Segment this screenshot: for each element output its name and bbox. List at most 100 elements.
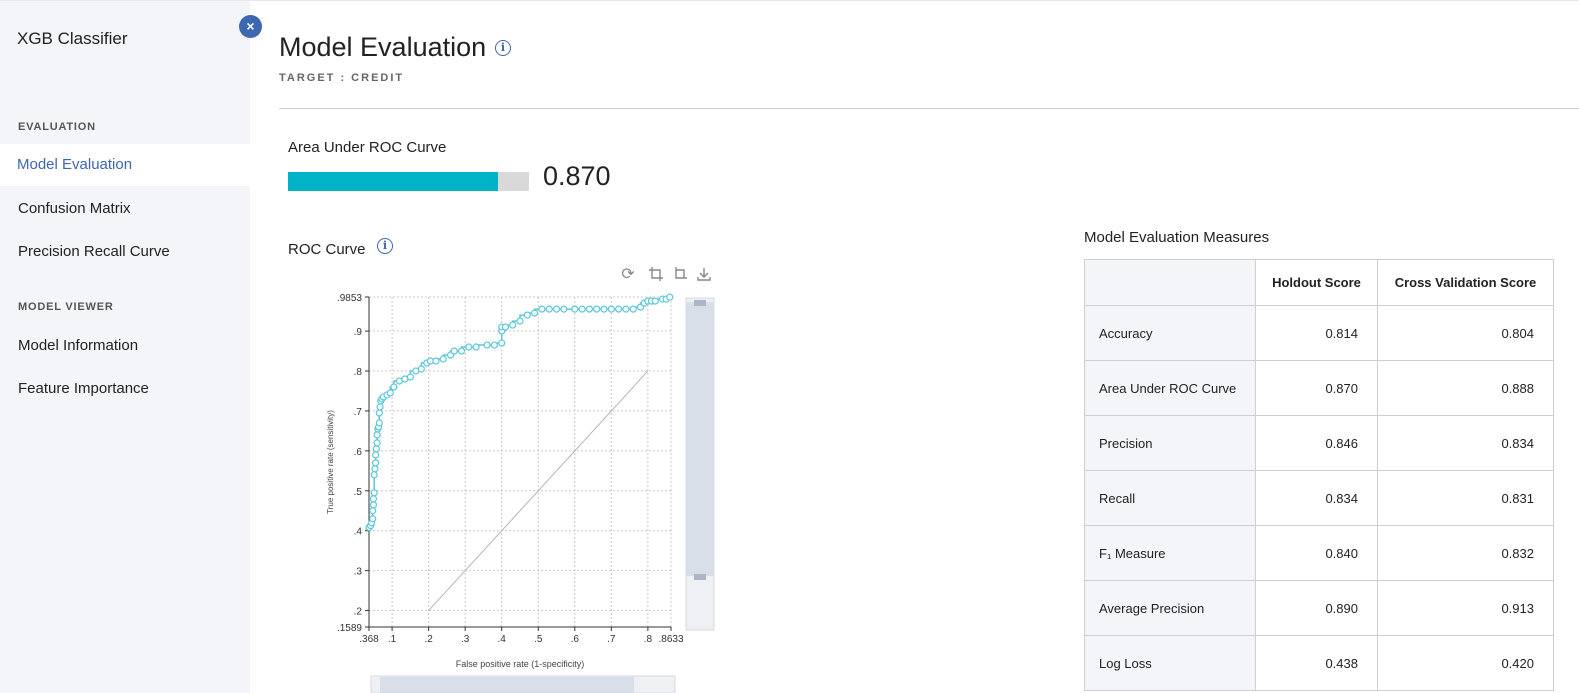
roc-point	[530, 309, 539, 317]
holdout-score: 0.846	[1255, 415, 1378, 471]
y-tick-label: .2	[354, 607, 363, 618]
y-zoom-handle-top[interactable]	[694, 300, 706, 306]
sidebar: XGB Classifier EVALUATION Model Evaluati…	[0, 1, 250, 693]
roc-point	[376, 403, 384, 411]
roc-info-icon[interactable]: i	[377, 238, 393, 254]
y-tick-label: .8	[354, 367, 363, 378]
holdout-score: 0.870	[1255, 360, 1378, 416]
table-header-cv: Cross Validation Score	[1377, 259, 1554, 306]
holdout-score: 0.834	[1255, 470, 1378, 526]
sidebar-item-model-evaluation[interactable]: Model Evaluation	[0, 144, 250, 186]
table-row: Precision 0.846 0.834	[1084, 415, 1554, 471]
table-row: Recall 0.834 0.831	[1084, 470, 1554, 526]
roc-point	[651, 297, 659, 305]
x-axis-label: False positive rate (1-specificity)	[456, 659, 585, 669]
roc-point	[578, 305, 586, 313]
x-tick-label: .7	[607, 634, 616, 645]
auc-value: 0.870	[543, 161, 611, 191]
roc-point	[666, 293, 674, 301]
roc-point	[370, 471, 378, 479]
target-label: TARGET : CREDIT	[279, 72, 405, 84]
top-border	[0, 0, 1579, 1]
cv-score: 0.804	[1377, 305, 1554, 361]
sidebar-section-evaluation: EVALUATION	[18, 121, 96, 133]
roc-point	[372, 445, 380, 453]
restore-icon[interactable]: ⟳	[621, 266, 635, 283]
y-tick-label: .6	[354, 447, 363, 458]
sidebar-item-precision-recall-curve[interactable]: Precision Recall Curve	[18, 243, 170, 260]
roc-point	[622, 305, 630, 313]
roc-point	[417, 365, 425, 373]
measure-name: Accuracy	[1084, 305, 1256, 361]
cv-score: 0.831	[1377, 470, 1554, 526]
sidebar-section-model-viewer: MODEL VIEWER	[18, 301, 114, 313]
roc-point	[593, 305, 601, 313]
cv-score: 0.420	[1377, 635, 1554, 691]
table-header-row: Holdout Score Cross Validation Score	[1084, 259, 1554, 306]
x-zoom-range[interactable]	[380, 677, 634, 693]
measure-name: Average Precision	[1084, 580, 1256, 636]
table-row: Accuracy 0.814 0.804	[1084, 305, 1554, 361]
y-tick-label: .3	[354, 567, 363, 578]
roc-point	[369, 507, 377, 515]
x-tick-label: .8633	[658, 634, 683, 645]
y-tick-label: .5	[354, 487, 363, 498]
x-tick-label: .1	[388, 634, 397, 645]
y-zoom-handle-bottom[interactable]	[694, 574, 706, 580]
crop-reset-icon[interactable]	[671, 266, 689, 284]
roc-point	[498, 339, 506, 347]
roc-point	[538, 305, 546, 313]
cv-score: 0.913	[1377, 580, 1554, 636]
table-header-holdout: Holdout Score	[1255, 259, 1378, 306]
y-tick-label: .9	[354, 327, 363, 338]
roc-point	[375, 409, 383, 417]
divider	[279, 108, 1579, 109]
table-row: Area Under ROC Curve 0.870 0.888	[1084, 360, 1554, 416]
x-tick-label: .8	[644, 634, 653, 645]
sidebar-item-model-information[interactable]: Model Information	[18, 337, 139, 354]
reference-line	[428, 370, 649, 611]
table-header-empty	[1084, 259, 1256, 306]
roc-curve-title: ROC Curve	[288, 241, 366, 258]
roc-point	[607, 305, 615, 313]
roc-point	[369, 515, 377, 523]
info-icon[interactable]: i	[495, 40, 511, 56]
roc-point	[490, 341, 499, 349]
sidebar-item-confusion-matrix[interactable]: Confusion Matrix	[18, 200, 131, 217]
cv-score: 0.888	[1377, 360, 1554, 416]
roc-point	[369, 501, 378, 509]
roc-point	[516, 317, 524, 325]
download-icon[interactable]	[695, 266, 713, 284]
roc-point	[523, 311, 531, 319]
roc-point	[390, 383, 398, 391]
cv-score: 0.832	[1377, 525, 1554, 581]
sidebar-item-feature-importance[interactable]: Feature Importance	[18, 380, 149, 397]
measures-title: Model Evaluation Measures	[1084, 229, 1270, 246]
roc-point	[369, 495, 378, 503]
roc-point	[439, 355, 447, 363]
holdout-score: 0.840	[1255, 525, 1378, 581]
roc-point	[432, 357, 440, 365]
auc-progress-bar	[288, 172, 529, 191]
roc-point	[406, 373, 414, 381]
roc-point	[372, 451, 380, 459]
table-row: Average Precision 0.890 0.913	[1084, 580, 1554, 636]
roc-point	[375, 419, 383, 427]
table-row: Log Loss 0.438 0.420	[1084, 635, 1554, 691]
x-tick-label: .2	[424, 634, 433, 645]
close-icon[interactable]: ×	[239, 15, 262, 38]
roc-point	[371, 465, 379, 473]
roc-series-line	[368, 296, 670, 528]
measure-name: Recall	[1084, 470, 1256, 526]
crop-icon[interactable]	[647, 266, 665, 284]
roc-point	[483, 341, 491, 349]
roc-point	[552, 305, 561, 313]
y-zoom-range[interactable]	[686, 302, 714, 576]
roc-point	[545, 305, 553, 313]
measures-table: Holdout Score Cross Validation Score Acc…	[1084, 259, 1554, 691]
roc-point	[509, 321, 517, 329]
roc-point	[457, 347, 466, 355]
measure-name: F₁ Measure	[1084, 525, 1256, 581]
roc-point	[585, 305, 594, 313]
